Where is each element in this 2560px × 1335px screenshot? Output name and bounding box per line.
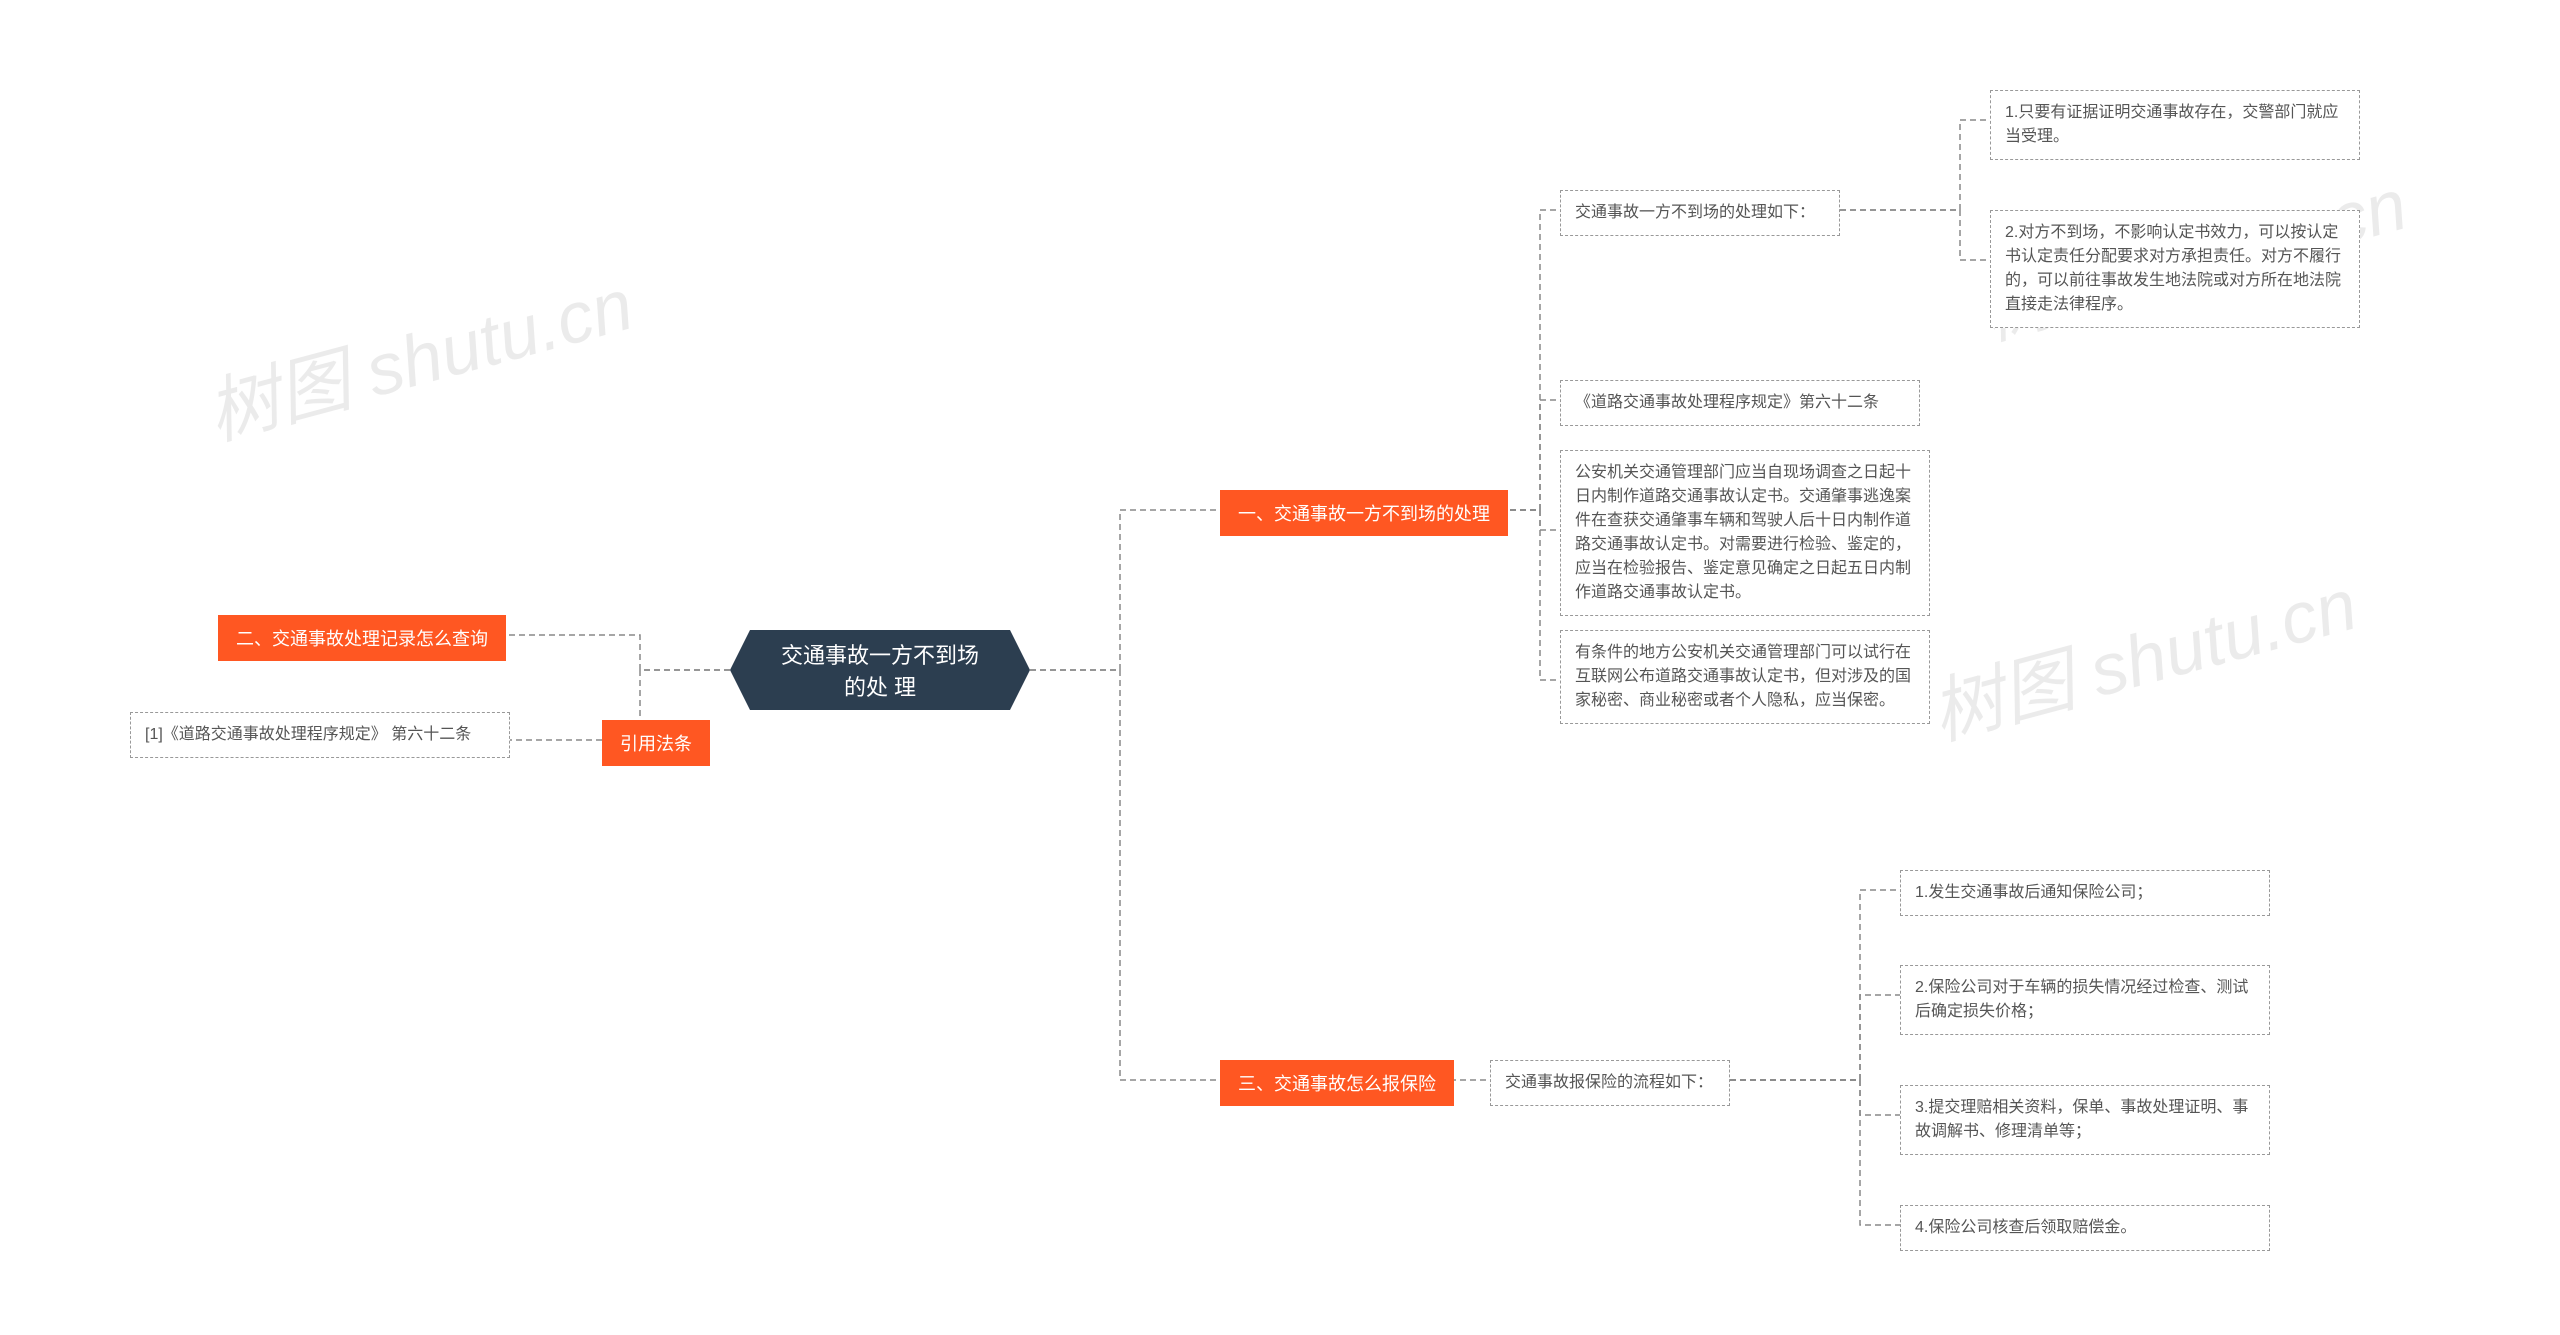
watermark: 树图 shutu.cn: [1918, 545, 2367, 759]
subnode-text: 有条件的地方公安机关交通管理部门可以试行在互联网公布道路交通事故认定书，但对涉及…: [1575, 644, 1911, 709]
leaf-node[interactable]: 2.对方不到场，不影响认定书效力，可以按认定书认定责任分配要求对方承担责任。对方…: [1990, 210, 2360, 328]
subnode-text: 公安机关交通管理部门应当自现场调查之日起十日内制作道路交通事故认定书。交通肇事逃…: [1575, 464, 1911, 601]
root-label: 交通事故一方不到场的处 理: [778, 638, 982, 702]
watermark: 树图 shutu.cn: [194, 245, 643, 459]
leaf-text: 1.只要有证据证明交通事故存在，交警部门就应当受理。: [2005, 104, 2338, 145]
leaf-node[interactable]: 3.提交理赔相关资料，保单、事故处理证明、事故调解书、修理清单等；: [1900, 1085, 2270, 1155]
branch-section-2[interactable]: 二、交通事故处理记录怎么查询: [218, 615, 506, 661]
leaf-text: 4.保险公司核查后领取赔偿金。: [1915, 1219, 2136, 1236]
subnode[interactable]: 《道路交通事故处理程序规定》第六十二条: [1560, 380, 1920, 426]
leaf-text: 3.提交理赔相关资料，保单、事故处理证明、事故调解书、修理清单等；: [1915, 1099, 2248, 1140]
subnode-text: 交通事故报保险的流程如下：: [1505, 1074, 1713, 1091]
leaf-text: 1.发生交通事故后通知保险公司；: [1915, 884, 2152, 901]
leaf-node[interactable]: 2.保险公司对于车辆的损失情况经过检查、测试后确定损失价格；: [1900, 965, 2270, 1035]
subnode-text: 交通事故一方不到场的处理如下：: [1575, 204, 1815, 221]
branch-section-3[interactable]: 三、交通事故怎么报保险: [1220, 1060, 1454, 1106]
branch-section-1[interactable]: 一、交通事故一方不到场的处理: [1220, 490, 1508, 536]
branch-label: 引用法条: [620, 734, 692, 754]
leaf-text: 2.保险公司对于车辆的损失情况经过检查、测试后确定损失价格；: [1915, 979, 2248, 1020]
branch-label: 二、交通事故处理记录怎么查询: [236, 629, 488, 649]
leaf-node[interactable]: 1.发生交通事故后通知保险公司；: [1900, 870, 2270, 916]
subnode[interactable]: 交通事故报保险的流程如下：: [1490, 1060, 1730, 1106]
branch-citation[interactable]: 引用法条: [602, 720, 710, 766]
branch-label: 一、交通事故一方不到场的处理: [1238, 504, 1490, 524]
leaf-node[interactable]: [1]《道路交通事故处理程序规定》 第六十二条: [130, 712, 510, 758]
root-node[interactable]: 交通事故一方不到场的处 理: [750, 630, 1010, 710]
leaf-node[interactable]: 4.保险公司核查后领取赔偿金。: [1900, 1205, 2270, 1251]
branch-label: 三、交通事故怎么报保险: [1238, 1074, 1436, 1094]
subnode[interactable]: 有条件的地方公安机关交通管理部门可以试行在互联网公布道路交通事故认定书，但对涉及…: [1560, 630, 1930, 724]
leaf-node[interactable]: 1.只要有证据证明交通事故存在，交警部门就应当受理。: [1990, 90, 2360, 160]
leaf-text: [1]《道路交通事故处理程序规定》 第六十二条: [145, 726, 471, 743]
subnode-text: 《道路交通事故处理程序规定》第六十二条: [1575, 394, 1879, 411]
subnode[interactable]: 公安机关交通管理部门应当自现场调查之日起十日内制作道路交通事故认定书。交通肇事逃…: [1560, 450, 1930, 616]
subnode[interactable]: 交通事故一方不到场的处理如下：: [1560, 190, 1840, 236]
leaf-text: 2.对方不到场，不影响认定书效力，可以按认定书认定责任分配要求对方承担责任。对方…: [2005, 224, 2341, 313]
